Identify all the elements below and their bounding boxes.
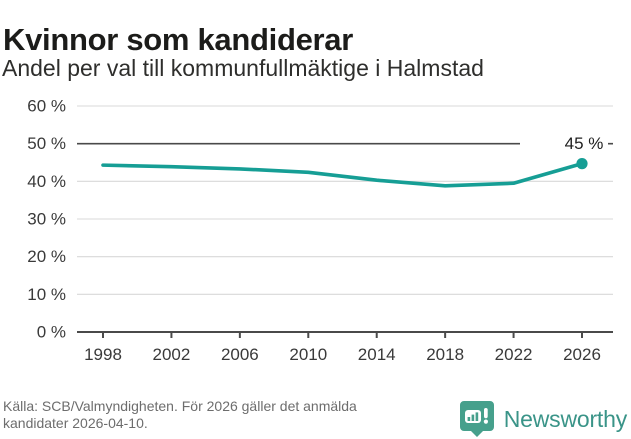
newsworthy-wordmark: Newsworthy [503, 405, 627, 432]
chart-svg: 1998 2002 2006 2010 2014 2018 2022 2026 0 % 10 % 2… [27, 97, 613, 364]
svg-text:2010: 2010 [289, 345, 327, 364]
footer: Källa: SCB/Valmyndigheten. För 2026 gäll… [3, 398, 627, 438]
svg-text:2018: 2018 [426, 345, 464, 364]
chart-title: Kvinnor som kandiderar [3, 21, 353, 57]
newsworthy-logo[interactable]: Newsworthy [459, 400, 627, 438]
svg-text:1998: 1998 [84, 345, 122, 364]
chart-subtitle: Andel per val till kommunfullmäktige i H… [2, 55, 484, 81]
svg-text:60 %: 60 % [27, 97, 66, 116]
newsworthy-badge-icon [459, 401, 494, 437]
svg-text:0 %: 0 % [37, 323, 66, 342]
line-chart: 1998 2002 2006 2010 2014 2018 2022 2026 0 % 10 % 2… [0, 95, 631, 385]
svg-text:2006: 2006 [221, 345, 259, 364]
svg-text:10 %: 10 % [27, 285, 66, 304]
svg-text:40 %: 40 % [27, 172, 66, 191]
svg-text:20 %: 20 % [27, 247, 66, 266]
svg-text:45 %: 45 % [565, 134, 604, 153]
svg-text:30 %: 30 % [27, 210, 66, 229]
svg-text:2002: 2002 [153, 345, 191, 364]
svg-text:50 %: 50 % [27, 134, 66, 153]
svg-text:2014: 2014 [358, 345, 396, 364]
svg-text:2026: 2026 [563, 345, 601, 364]
source-note: Källa: SCB/Valmyndigheten. För 2026 gäll… [3, 398, 357, 431]
svg-text:2022: 2022 [495, 345, 533, 364]
